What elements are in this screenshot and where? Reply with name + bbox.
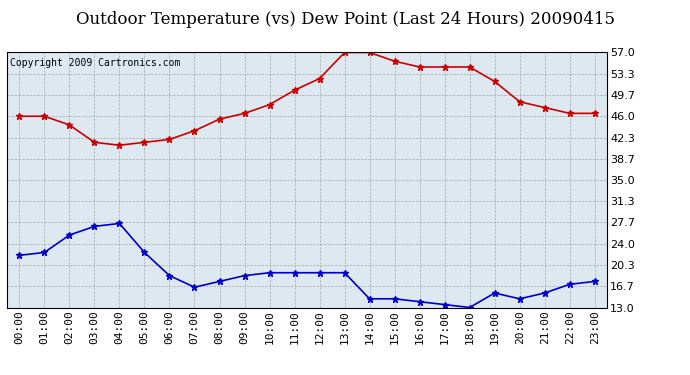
Text: Copyright 2009 Cartronics.com: Copyright 2009 Cartronics.com (10, 58, 180, 68)
Text: Outdoor Temperature (vs) Dew Point (Last 24 Hours) 20090415: Outdoor Temperature (vs) Dew Point (Last… (75, 11, 615, 28)
